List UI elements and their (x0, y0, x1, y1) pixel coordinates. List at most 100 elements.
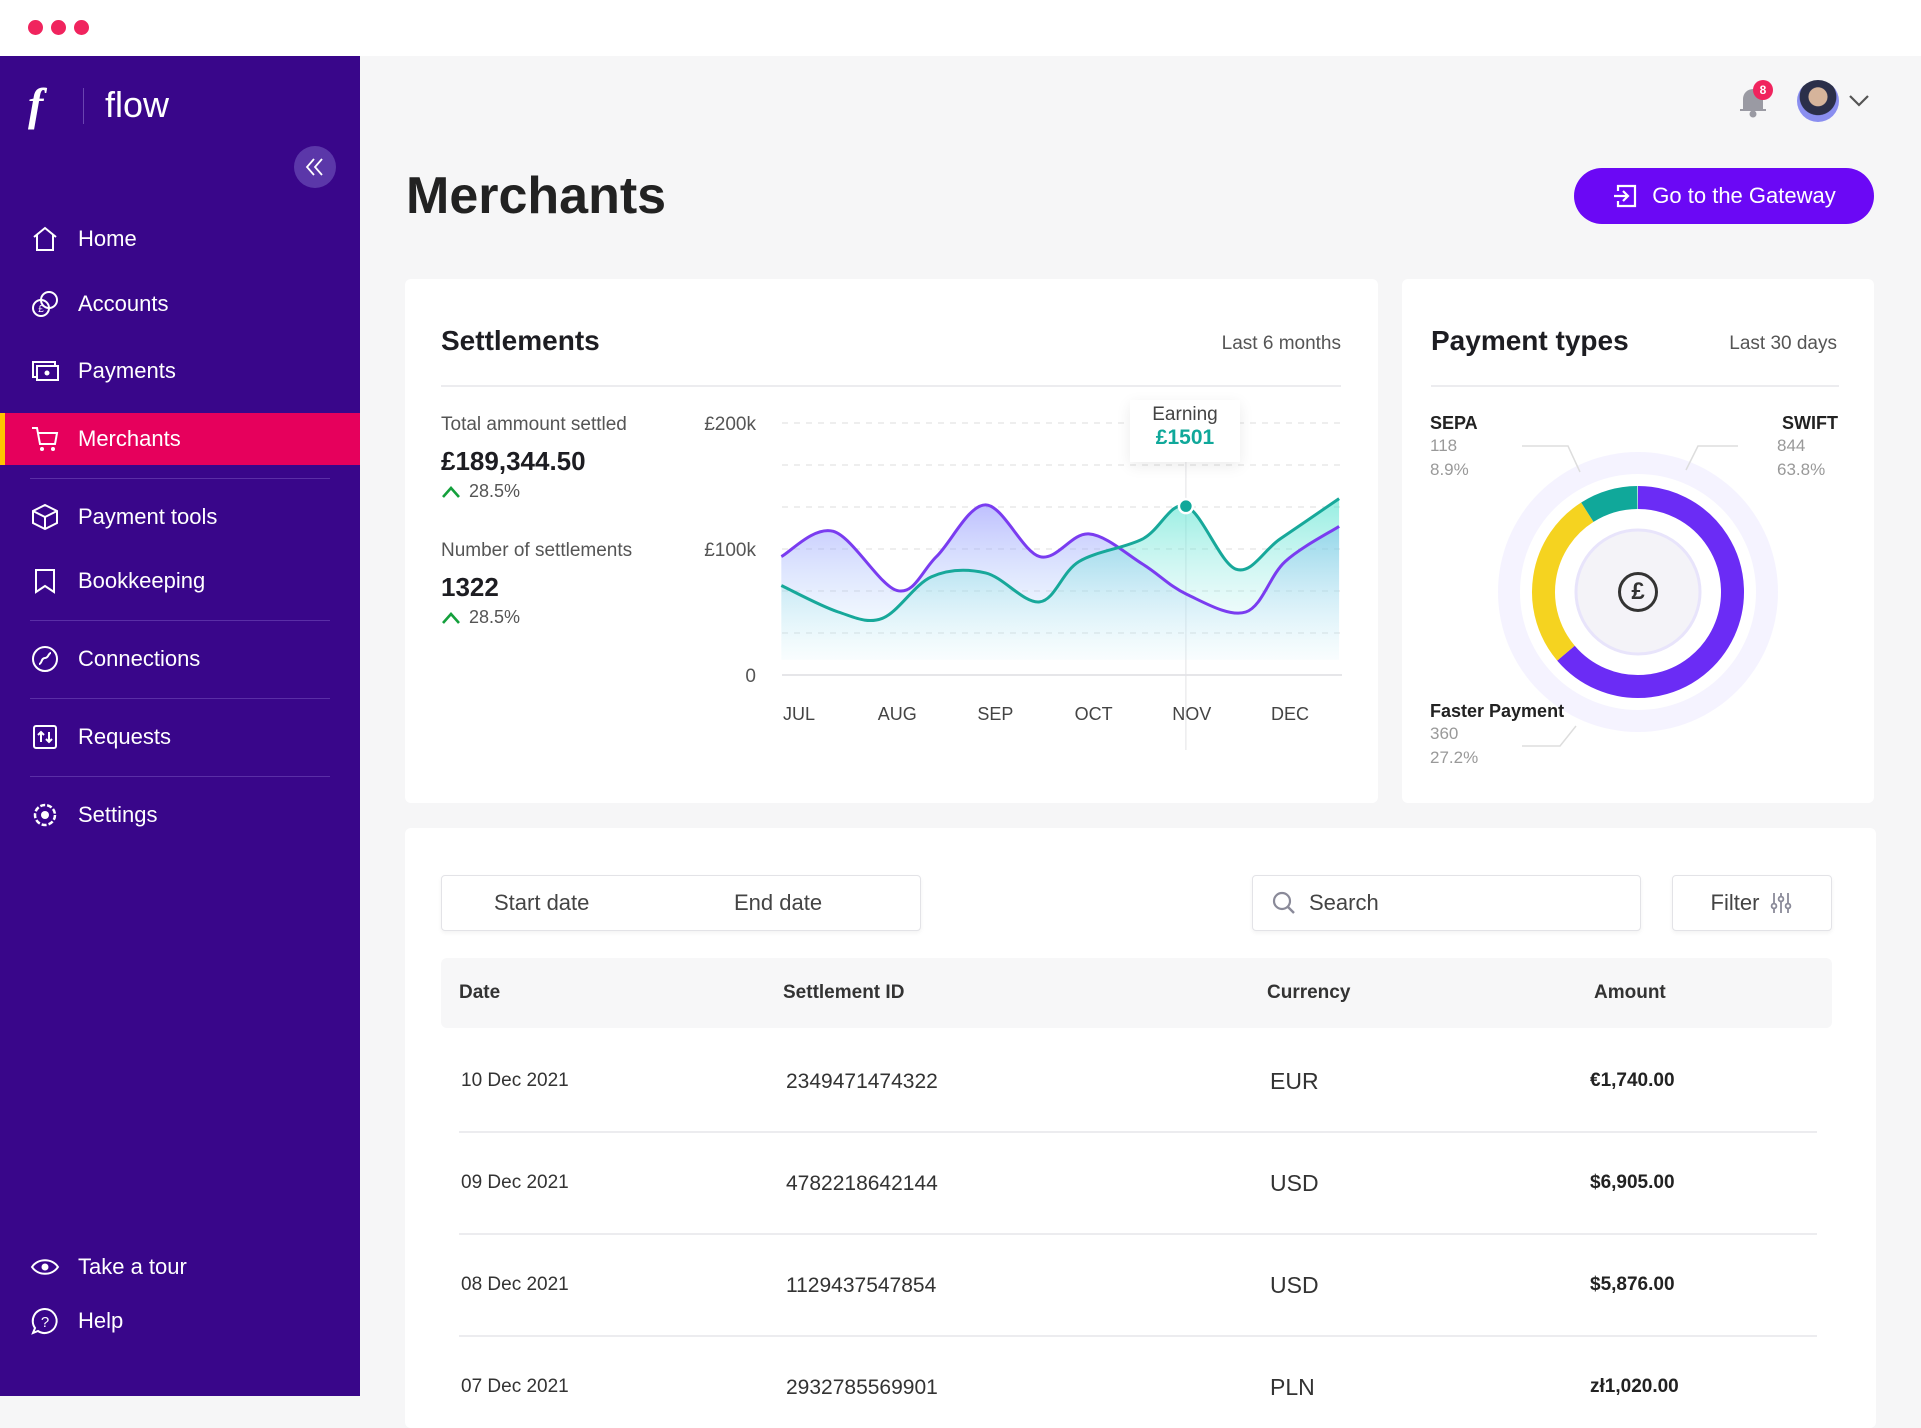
cash-icon (32, 361, 59, 381)
svg-text:?: ? (41, 1314, 49, 1331)
window-dot-icon[interactable] (74, 20, 89, 35)
window-dot-icon[interactable] (28, 20, 43, 35)
legend-name: SEPA (1430, 413, 1478, 433)
y-tick-label: 0 (745, 666, 756, 687)
legend-percent: 63.8% (1777, 460, 1826, 479)
sidebar-item-connections[interactable]: Connections (0, 633, 360, 685)
sidebar-item-requests[interactable]: Requests (0, 711, 360, 763)
cell-currency: USD (1270, 1170, 1319, 1196)
arrow-up-icon (442, 611, 460, 624)
sidebar-item-label: Connections (78, 646, 201, 671)
collapse-sidebar-button[interactable] (294, 146, 336, 188)
legend-percent: 8.9% (1430, 460, 1469, 479)
pound-icon: £ (1618, 572, 1658, 612)
sidebar-item-payments[interactable]: Payments (0, 345, 360, 397)
cell-currency: PLN (1270, 1374, 1315, 1400)
cell-settlement-id: 4782218642144 (786, 1172, 938, 1195)
legend-percent: 27.2% (1430, 748, 1479, 767)
sidebar-item-help[interactable]: ? Help (0, 1295, 360, 1347)
logo-mark: f (28, 79, 44, 130)
search-input[interactable]: Search (1252, 875, 1641, 931)
gear-icon (33, 803, 57, 827)
total-settled-label: Total ammount settled (441, 414, 627, 435)
legend-faster-payment: Faster Payment 360 27.2% (1430, 701, 1564, 770)
search-placeholder: Search (1309, 890, 1379, 915)
legend-count: 360 (1430, 724, 1459, 743)
go-to-gateway-button[interactable]: Go to the Gateway (1574, 168, 1874, 224)
settlements-count-value: 1322 (441, 572, 499, 602)
settlements-count-label: Number of settlements (441, 540, 633, 561)
end-date-input[interactable]: End date (734, 890, 823, 915)
sidebar-divider (30, 478, 330, 479)
cell-amount: $5,876.00 (1590, 1274, 1675, 1295)
connections-icon (32, 646, 58, 672)
chart-tooltip: Earning £1501 (1130, 400, 1240, 462)
tooltip-value: £1501 (1155, 426, 1215, 449)
sidebar-item-label: Accounts (78, 291, 169, 316)
payment-types-title: Payment types (1431, 325, 1629, 356)
logo-divider (83, 88, 84, 124)
sidebar-item-label: Home (78, 226, 137, 251)
legend-swift: SWIFT 844 63.8% (1700, 413, 1838, 482)
payment-types-period: Last 30 days (1729, 333, 1837, 354)
settlements-count-change: 28.5% (441, 607, 520, 628)
cell-date: 09 Dec 2021 (461, 1172, 569, 1193)
divider (441, 385, 1341, 387)
sidebar-item-payment-tools[interactable]: Payment tools (0, 491, 360, 543)
x-tick-label: NOV (1172, 704, 1211, 724)
series-line-purple (780, 503, 1340, 615)
transfer-icon (33, 725, 57, 749)
arrow-up-icon (442, 485, 460, 498)
column-header-date[interactable]: Date (459, 982, 501, 1003)
sidebar-item-label: Take a tour (78, 1254, 187, 1279)
divider (1431, 385, 1839, 387)
date-range-picker[interactable]: Start date End date (441, 875, 921, 931)
sidebar-item-take-a-tour[interactable]: Take a tour (0, 1241, 360, 1293)
donut-slice-swift (1557, 486, 1744, 698)
cell-date: 10 Dec 2021 (461, 1070, 569, 1091)
sidebar-item-settings[interactable]: Settings (0, 789, 360, 841)
settlements-line-chart: £200k £100k 0 JUL AUG SEP OCT NOV DEC (704, 414, 1342, 750)
svg-text:£: £ (38, 304, 44, 315)
filter-button[interactable]: Filter (1672, 875, 1832, 931)
sidebar-item-bookkeeping[interactable]: Bookkeeping (0, 555, 360, 607)
cell-amount: €1,740.00 (1590, 1070, 1675, 1091)
sidebar-item-merchants[interactable]: Merchants (0, 413, 360, 465)
sidebar-item-label: Payment tools (78, 504, 218, 529)
series-area-teal (781, 498, 1340, 660)
bookmark-icon (35, 569, 55, 594)
cell-settlement-id: 2932785569901 (786, 1376, 938, 1399)
sidebar-item-accounts[interactable]: £ Accounts (0, 278, 360, 330)
donut-leader-lines (1522, 445, 1738, 747)
sidebar-item-home[interactable]: Home (0, 213, 360, 265)
x-tick-label: SEP (977, 704, 1013, 724)
sidebar-item-label: Bookkeeping (78, 568, 206, 593)
total-settled-value: £189,344.50 (441, 446, 586, 476)
sidebar-divider (30, 620, 330, 621)
sidebar-item-label: Payments (78, 358, 176, 383)
sidebar-item-label: Help (78, 1308, 124, 1333)
search-icon (1272, 891, 1295, 914)
column-header-amount[interactable]: Amount (1594, 982, 1666, 1003)
avatar[interactable] (1797, 80, 1839, 122)
column-header-settlement-id[interactable]: Settlement ID (783, 982, 905, 1003)
help-icon: ? (31, 1307, 58, 1335)
column-header-currency[interactable]: Currency (1267, 982, 1351, 1003)
legend-name: Faster Payment (1430, 701, 1565, 721)
start-date-input[interactable]: Start date (494, 890, 590, 915)
sidebar-item-label: Requests (78, 724, 171, 749)
notifications-button[interactable]: 8 (1737, 80, 1773, 124)
x-tick-label: DEC (1271, 704, 1309, 724)
highlight-point (1177, 497, 1195, 515)
sidebar: f flow Home £ Accounts Payments Merchants Pay… (0, 56, 360, 1396)
chevron-down-icon[interactable] (1848, 94, 1870, 108)
legend-sepa: SEPA 118 8.9% (1430, 413, 1478, 482)
home-icon (33, 226, 57, 251)
cart-icon (32, 427, 59, 451)
cell-currency: EUR (1270, 1068, 1319, 1094)
x-tick-label: AUG (878, 704, 917, 724)
window-dot-icon[interactable] (51, 20, 66, 35)
sidebar-divider (30, 776, 330, 777)
cell-amount: zł1,020.00 (1590, 1376, 1679, 1397)
tooltip-label: Earning (1152, 404, 1218, 425)
